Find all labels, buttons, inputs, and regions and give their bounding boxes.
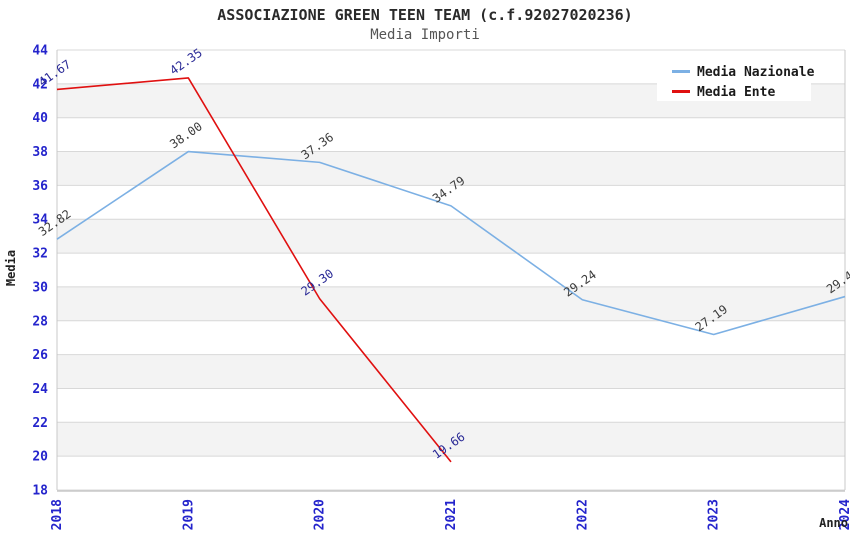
plot-band xyxy=(57,286,845,321)
x-tick-label: 2024 xyxy=(838,499,850,530)
plot-band xyxy=(57,219,845,254)
series-lines xyxy=(56,77,846,463)
y-tick-label: 18 xyxy=(32,484,48,499)
series-line xyxy=(56,77,452,463)
plot-borders xyxy=(56,50,846,492)
y-tick-label: 26 xyxy=(32,348,48,363)
y-tick-label: 36 xyxy=(32,179,48,194)
y-tick-label: 34 xyxy=(32,213,48,228)
x-axis-title: Anno xyxy=(819,516,848,530)
legend-item-media-ente: Media Ente xyxy=(672,85,775,100)
series-line xyxy=(56,150,846,336)
x-tick-label: 2023 xyxy=(707,499,722,530)
data-point-label: 38.00 xyxy=(167,119,205,151)
plot-bands xyxy=(57,83,845,457)
x-tick-label: 2022 xyxy=(575,499,590,530)
y-tick-label: 20 xyxy=(32,450,48,465)
plot-band xyxy=(57,422,845,457)
x-tick-label: 2019 xyxy=(181,499,196,530)
legend-label-media-nazionale: Media Nazionale xyxy=(697,65,815,80)
y-axis-title: Media xyxy=(4,250,18,286)
gridlines xyxy=(57,49,845,491)
legend-item-media-nazionale: Media Nazionale xyxy=(672,65,815,80)
legend-label-media-ente: Media Ente xyxy=(697,85,775,100)
y-tick-label: 30 xyxy=(32,280,48,295)
y-tick-label: 42 xyxy=(32,77,48,92)
y-tick-label: 40 xyxy=(32,111,48,126)
chart-title: ASSOCIAZIONE GREEN TEEN TEAM (c.f.920270… xyxy=(217,6,632,24)
x-tick-label: 2018 xyxy=(50,499,65,530)
y-tick-label: 44 xyxy=(32,44,48,59)
x-tick-label: 2021 xyxy=(444,499,459,530)
y-tick-label: 38 xyxy=(32,145,48,160)
y-tick-label: 28 xyxy=(32,314,48,329)
y-tick-label: 24 xyxy=(32,382,48,397)
x-tick-label: 2020 xyxy=(313,499,328,530)
y-tick-label: 32 xyxy=(32,247,48,262)
legend-background xyxy=(657,58,811,101)
y-axis-tick-labels: 18 20 22 24 26 28 30 32 34 36 38 40 42 44 xyxy=(32,44,48,499)
data-point-label: 29.43 xyxy=(824,264,850,296)
plot-band xyxy=(57,151,845,186)
y-tick-label: 22 xyxy=(32,416,48,431)
legend: Media Nazionale Media Ente xyxy=(657,58,815,101)
chart-subtitle: Media Importi xyxy=(370,27,480,43)
x-axis-tick-labels: 2018 2019 2020 2021 2022 2023 2024 xyxy=(50,499,850,530)
plot-band xyxy=(57,354,845,389)
